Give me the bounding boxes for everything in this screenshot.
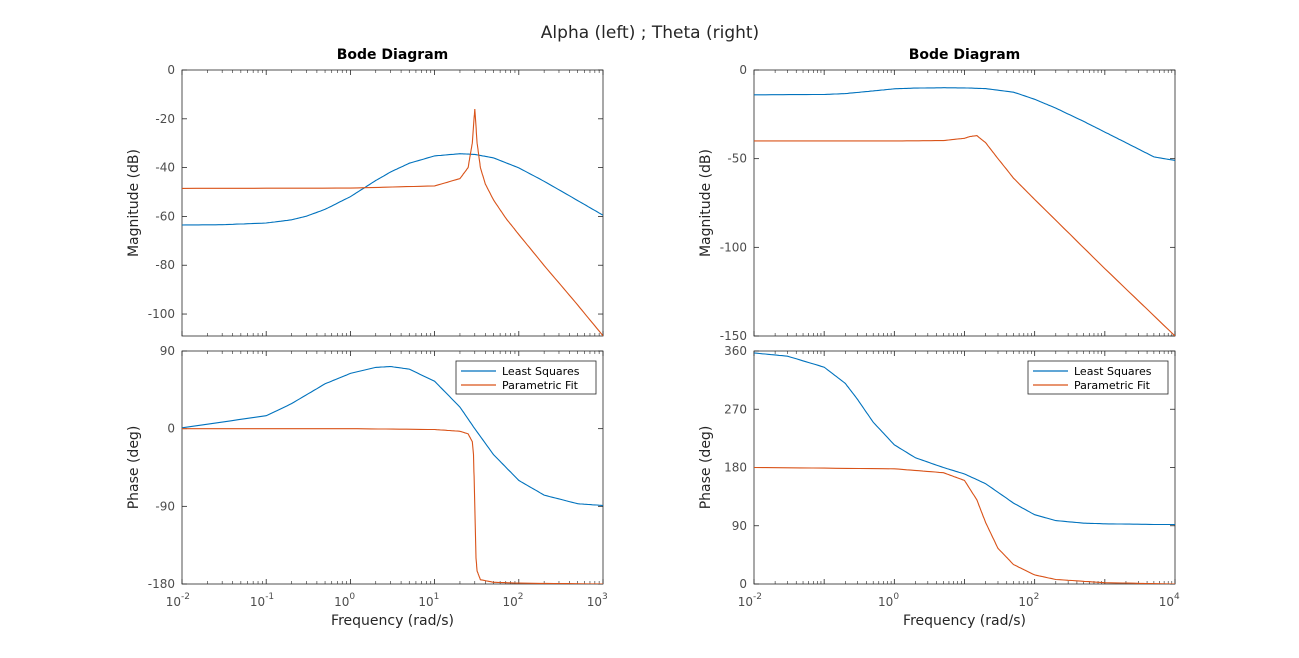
legend-box [455,360,597,395]
y-tick-label: -90 [155,499,175,513]
x-tick-label: 10 4 [1159,592,1180,609]
x-axis-label: Frequency (rad/s) [903,613,1026,629]
axes-alpha-magnitude: 0 -20 -40 -60 -80 -100 Magnitude (dB) [126,63,604,337]
axes-frame [181,69,604,337]
axes-title: Bode Diagram [909,47,1021,63]
y-axis-label: Phase (deg) [126,426,142,510]
y-tick-label: 180 [724,461,747,475]
axes-theta-magnitude: 0 -50 -100 -150 Magnitude (dB) [698,63,1176,343]
x-tick-label: 10 0 [334,592,355,609]
x-tick-exponent: 0 [893,592,899,602]
x-tick-label: 10 -2 [738,592,762,609]
x-tick-label: 10 3 [587,592,608,609]
y-tick-label: 90 [732,519,747,533]
x-tick-base: 10 [166,595,181,609]
x-tick-exponent: 1 [434,592,440,602]
x-tick-base: 10 [738,595,753,609]
axes-title: Bode Diagram [337,47,449,63]
y-tick-label: -100 [148,307,175,321]
series-line-parametric-fit [182,428,603,584]
x-tick-exponent: -1 [265,592,274,602]
y-tick-label: -100 [720,240,747,254]
series-group [182,365,603,584]
y-tick-label: 0 [739,577,747,591]
x-tick-base: 10 [250,595,265,609]
y-tick-label: 90 [160,344,175,358]
x-tick-base: 10 [587,595,602,609]
x-tick-label: 10 -1 [250,592,274,609]
series-group [182,108,603,336]
y-tick-label: -60 [155,209,175,223]
x-axis-label: Frequency (rad/s) [331,613,454,629]
x-tick-base: 10 [334,595,349,609]
series-line-parametric-fit [182,108,603,336]
series-line-least-squares [182,365,603,507]
y-tick-label: -40 [155,161,175,175]
x-tick-label: 10 2 [1018,592,1039,609]
x-tick-label: 10 1 [418,592,439,609]
x-tick-exponent: 2 [518,592,524,602]
x-tick-base: 10 [503,595,518,609]
x-tick-exponent: -2 [181,592,190,602]
y-tick-label: -80 [155,258,175,272]
y-tick-label: -180 [148,577,175,591]
x-tick-label: 10 -2 [166,592,190,609]
y-tick-label: 0 [167,63,175,77]
y-tick-label: -20 [155,112,175,126]
series-line-least-squares [754,352,1175,526]
x-tick-exponent: 2 [1034,592,1040,602]
series-line-least-squares [182,153,603,226]
series-line-least-squares [754,87,1175,161]
x-tick-exponent: 0 [349,592,355,602]
y-tick-label: 270 [724,402,747,416]
x-tick-exponent: 4 [1174,592,1180,602]
x-tick-base: 10 [878,595,893,609]
x-tick-base: 10 [1159,595,1174,609]
x-tick-exponent: -2 [753,592,762,602]
series-line-parametric-fit [754,466,1175,584]
x-tick-exponent: 3 [602,592,608,602]
y-tick-label: 360 [724,344,747,358]
figure-title: Alpha (left) ; Theta (right) [541,23,759,43]
series-group [754,87,1175,336]
y-axis-label: Phase (deg) [698,426,714,510]
y-tick-label: -150 [720,329,747,343]
y-axis-label: Magnitude (dB) [698,149,714,257]
legend-box [1027,360,1169,395]
legend-entry: Least Squares [1074,365,1152,378]
series-line-parametric-fit [754,135,1175,336]
y-tick-label: 0 [167,422,175,436]
legend-entry: Parametric Fit [502,379,579,392]
series-group [754,352,1175,584]
legend-entry: Least Squares [502,365,580,378]
x-tick-label: 10 0 [878,592,899,609]
x-tick-base: 10 [418,595,433,609]
axes-frame [753,69,1176,337]
x-tick-base: 10 [1018,595,1033,609]
y-tick-label: 0 [739,63,747,77]
x-tick-label: 10 2 [503,592,524,609]
legend-entry: Parametric Fit [1074,379,1151,392]
y-tick-label: -50 [727,152,747,166]
y-axis-label: Magnitude (dB) [126,149,142,257]
